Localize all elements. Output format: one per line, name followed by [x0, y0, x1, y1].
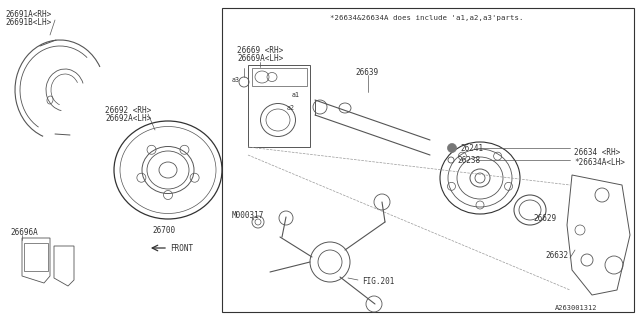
Text: 26629: 26629: [533, 213, 556, 222]
Bar: [252, 68, 307, 86]
Bar: [222, 8, 634, 312]
Bar: [24, 243, 48, 271]
Text: 26669A<LH>: 26669A<LH>: [237, 53, 284, 62]
Text: FIG.201: FIG.201: [362, 277, 394, 286]
Circle shape: [447, 143, 456, 153]
Text: 26692A<LH>: 26692A<LH>: [105, 114, 151, 123]
Text: A263001312: A263001312: [555, 305, 598, 311]
Text: FRONT: FRONT: [170, 244, 193, 252]
Text: 26696A: 26696A: [10, 228, 38, 236]
Text: 26691B<LH>: 26691B<LH>: [5, 18, 51, 27]
Text: 26241: 26241: [460, 143, 483, 153]
Text: 26692 <RH>: 26692 <RH>: [105, 106, 151, 115]
Text: 26634 <RH>: 26634 <RH>: [574, 148, 620, 156]
Bar: [248, 65, 310, 147]
Text: 26639: 26639: [355, 68, 378, 76]
Text: 26691A<RH>: 26691A<RH>: [5, 10, 51, 19]
Text: M000317: M000317: [232, 211, 264, 220]
Text: *26634A<LH>: *26634A<LH>: [574, 157, 625, 166]
Text: 26632: 26632: [545, 251, 568, 260]
Text: *26634&26634A does include 'a1,a2,a3'parts.: *26634&26634A does include 'a1,a2,a3'par…: [330, 15, 524, 21]
Text: a1: a1: [292, 92, 300, 98]
Text: 26700: 26700: [152, 226, 175, 235]
Text: 26669 <RH>: 26669 <RH>: [237, 45, 284, 54]
Text: a3: a3: [232, 77, 240, 83]
Text: 26238: 26238: [457, 156, 480, 164]
Text: a2: a2: [287, 105, 295, 111]
